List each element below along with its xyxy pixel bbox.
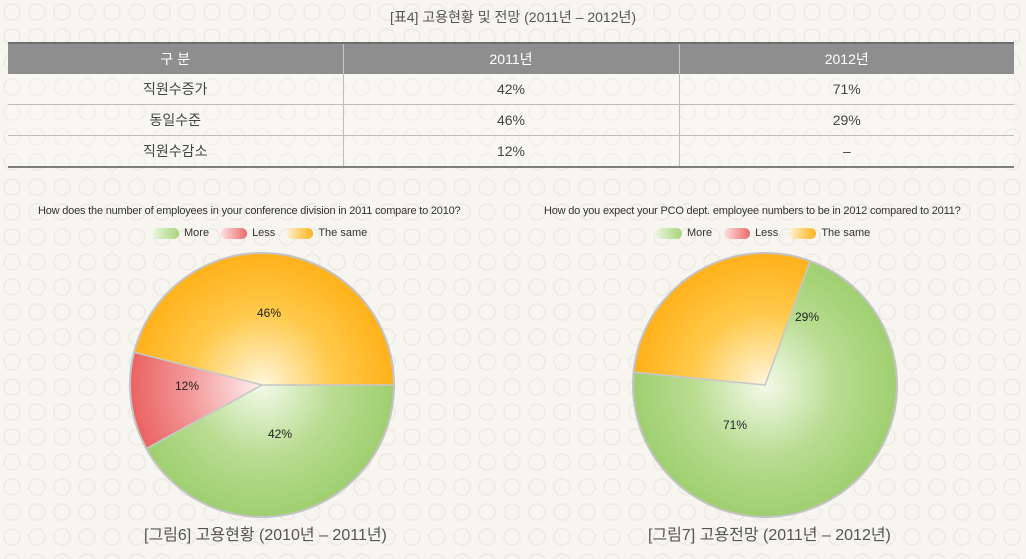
legend-swatch [790, 227, 817, 239]
legend-item-more: More [656, 227, 712, 239]
pie-svg: 71% 29% [632, 252, 898, 518]
cell-2011: 12% [342, 135, 679, 167]
legend-item-same: The same [790, 227, 870, 239]
legend-swatch [287, 227, 314, 239]
data-label-more: 71% [723, 418, 747, 432]
table-row: 동일수준 46% 29% [8, 104, 1014, 136]
data-label-less: 12% [175, 379, 199, 393]
chart-legend: More Less The same [656, 227, 882, 239]
legend-label: The same [821, 227, 871, 239]
pie-outline [632, 252, 898, 518]
legend-label: More [184, 227, 210, 239]
data-label-same: 46% [257, 306, 281, 320]
row-label: 직원수증가 [8, 74, 343, 105]
data-label-same: 29% [795, 310, 819, 324]
legend-item-less: Less [221, 227, 275, 239]
chart-caption: [그림6] 고용현황 (2010년 – 2011년) [144, 527, 387, 544]
legend-label: The same [318, 227, 368, 239]
employment-table: 구 분 2011년 2012년 직원수증가 42% 71% 동일수준 46% 2… [8, 42, 1014, 168]
legend-swatch [153, 227, 179, 239]
cell-2011: 42% [342, 74, 679, 105]
legend-label: More [687, 227, 713, 239]
chart-title: How do you expect your PCO dept. employe… [544, 205, 961, 217]
legend-swatch [656, 227, 682, 239]
header-category: 구 분 [8, 42, 343, 74]
cell-2012: 29% [678, 104, 1014, 136]
cell-2012: 71% [678, 74, 1014, 105]
chart-caption: [그림7] 고용전망 (2011년 – 2012년) [648, 527, 891, 544]
cell-2011: 46% [342, 104, 679, 136]
pie-svg: 42% 12% 46% [129, 252, 395, 518]
legend-swatch [221, 227, 248, 239]
legend-item-more: More [153, 227, 209, 239]
table-header-row: 구 분 2011년 2012년 [8, 42, 1014, 74]
chart-title: How does the number of employees in your… [38, 205, 461, 217]
cell-2012: – [678, 135, 1014, 167]
header-2011: 2011년 [342, 42, 679, 74]
data-label-more: 42% [268, 427, 292, 441]
chart-legend: More Less The same [153, 227, 379, 239]
header-2012: 2012년 [678, 42, 1014, 74]
table-row: 직원수증가 42% 71% [8, 74, 1014, 105]
legend-item-less: Less [724, 227, 778, 239]
pie-outline [129, 252, 395, 518]
row-label: 직원수감소 [8, 135, 343, 167]
legend-item-same: The same [287, 227, 367, 239]
legend-label: Less [252, 227, 276, 239]
legend-swatch [724, 227, 751, 239]
row-label: 동일수준 [8, 104, 343, 136]
table-title: [표4] 고용현황 및 전망 (2011년 – 2012년) [389, 9, 637, 25]
table-row: 직원수감소 12% – [8, 135, 1014, 167]
legend-label: Less [755, 227, 779, 239]
